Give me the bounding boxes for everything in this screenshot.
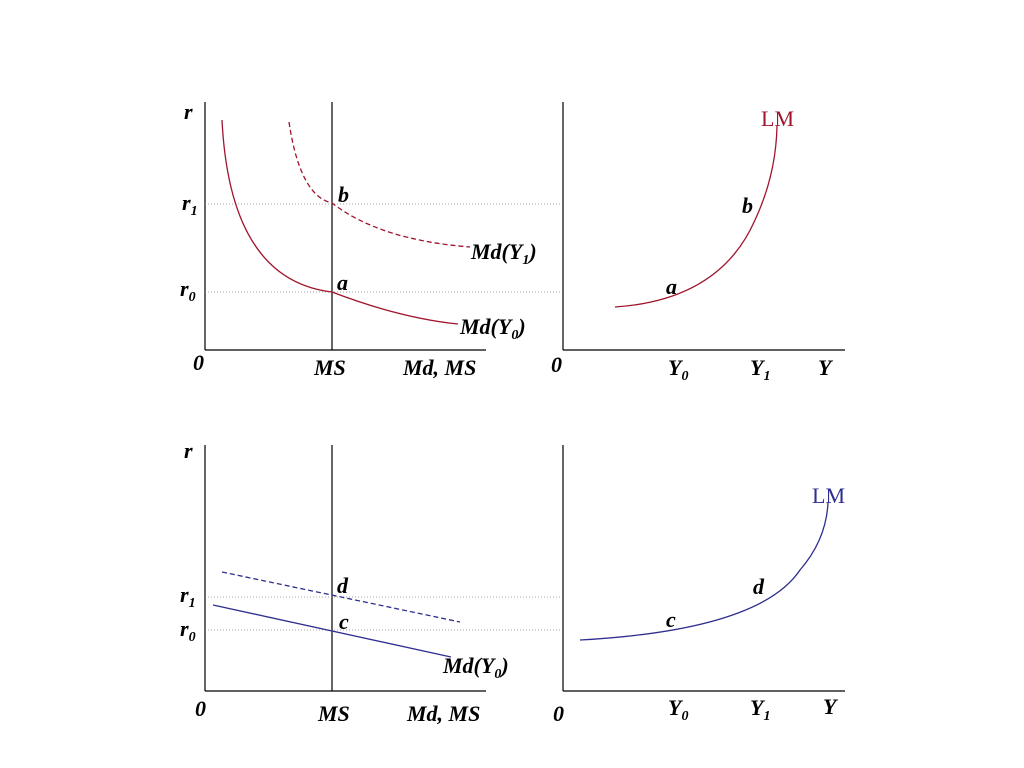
- bottom-point-c-label: c: [339, 609, 349, 634]
- bottom-y1-label: Y1: [750, 695, 770, 724]
- top-lm-point-b-label: b: [742, 193, 753, 218]
- bottom-right-origin-label: 0: [553, 701, 564, 726]
- top-right-origin-label: 0: [551, 352, 562, 377]
- bottom-md1-line: [221, 571, 461, 623]
- bottom-md0-label: Md(Y0): [442, 653, 509, 682]
- bottom-left-r-axis-label: r: [184, 438, 193, 463]
- top-point-a-label: a: [337, 270, 348, 295]
- top-lm-curve-label: LM: [761, 106, 794, 131]
- bottom-lm-point-c-label: c: [666, 607, 676, 632]
- top-lm-panel: 0 LM b a Y0 Y1 Y: [551, 102, 845, 384]
- top-left-r-axis-label: r: [184, 99, 193, 124]
- bottom-money-market-panel: r 0 r1 r0 MS Md, MS d c Md(Y0): [180, 438, 562, 726]
- top-r1-label: r1: [182, 190, 198, 219]
- bottom-md0-line: [212, 604, 452, 658]
- top-money-market-panel: r 0 r1 r0 MS Md, MS b a Md(Y1) Md(Y0): [180, 99, 562, 380]
- bottom-point-d-label: d: [337, 573, 349, 598]
- bottom-ms-label: MS: [317, 701, 350, 726]
- bottom-lm-point-d-label: d: [753, 574, 765, 599]
- bottom-lm-panel: 0 LM d c Y0 Y1 Y: [553, 445, 845, 726]
- top-md1-curve: [288, 121, 471, 248]
- top-y1-label: Y1: [750, 355, 770, 384]
- bottom-left-x-axis-label: Md, MS: [406, 701, 480, 726]
- top-right-x-axis-label: Y: [818, 355, 834, 380]
- top-md0-label: Md(Y0): [459, 314, 526, 343]
- top-point-b-label: b: [338, 182, 349, 207]
- top-y0-label: Y0: [668, 355, 688, 384]
- bottom-r0-label: r0: [180, 616, 196, 645]
- bottom-left-origin-label: 0: [195, 696, 206, 721]
- top-md0-curve: [221, 119, 459, 325]
- bottom-lm-curve-label: LM: [812, 483, 845, 508]
- bottom-right-x-axis-label: Y: [823, 694, 839, 719]
- bottom-lm-curve: [579, 502, 829, 641]
- top-left-origin-label: 0: [193, 350, 204, 375]
- top-left-x-axis-label: Md, MS: [402, 355, 476, 380]
- top-lm-point-a-label: a: [666, 274, 677, 299]
- top-md1-label: Md(Y1): [470, 239, 537, 268]
- bottom-y0-label: Y0: [668, 695, 688, 724]
- top-r0-label: r0: [180, 276, 196, 305]
- top-ms-label: MS: [313, 355, 346, 380]
- bottom-r1-label: r1: [180, 582, 196, 611]
- top-lm-curve: [614, 125, 778, 308]
